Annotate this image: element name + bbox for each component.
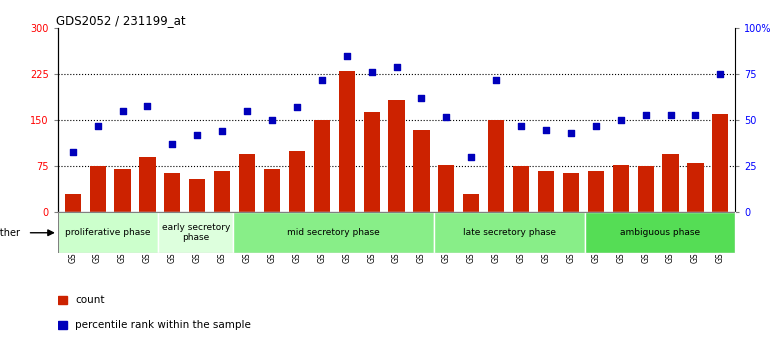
- Bar: [464, 194, 480, 212]
- Point: [66, 149, 79, 154]
- Bar: [688, 163, 704, 212]
- Text: count: count: [75, 295, 105, 305]
- Bar: [289, 151, 305, 212]
- Bar: [584, 212, 735, 253]
- Text: proliferative phase: proliferative phase: [65, 228, 151, 237]
- Point: [141, 103, 153, 108]
- Point: [291, 105, 303, 110]
- Text: early secretory
phase: early secretory phase: [162, 223, 230, 242]
- Bar: [58, 321, 68, 329]
- Point: [340, 53, 353, 59]
- Point: [515, 123, 527, 129]
- Point: [665, 112, 677, 118]
- Point: [266, 118, 278, 123]
- Bar: [434, 212, 584, 253]
- Point: [216, 129, 229, 134]
- Bar: [563, 172, 579, 212]
- Text: late secretory phase: late secretory phase: [463, 228, 556, 237]
- Point: [166, 142, 179, 147]
- Point: [191, 132, 203, 138]
- Point: [366, 70, 378, 75]
- Bar: [239, 154, 255, 212]
- Text: GDS2052 / 231199_at: GDS2052 / 231199_at: [56, 14, 186, 27]
- Point: [490, 77, 502, 83]
- Point: [440, 114, 453, 120]
- Bar: [513, 166, 529, 212]
- Point: [92, 123, 104, 129]
- Bar: [58, 296, 68, 304]
- Bar: [638, 166, 654, 212]
- Bar: [613, 165, 629, 212]
- Point: [715, 72, 727, 77]
- Point: [316, 77, 328, 83]
- Bar: [65, 194, 81, 212]
- Bar: [89, 166, 105, 212]
- Point: [415, 96, 427, 101]
- Bar: [264, 170, 280, 212]
- Bar: [313, 120, 330, 212]
- Bar: [662, 154, 678, 212]
- Point: [614, 118, 627, 123]
- Text: percentile rank within the sample: percentile rank within the sample: [75, 320, 251, 330]
- Bar: [214, 171, 230, 212]
- Bar: [388, 100, 405, 212]
- Point: [540, 127, 552, 132]
- Bar: [164, 172, 180, 212]
- Bar: [158, 212, 233, 253]
- Text: ambiguous phase: ambiguous phase: [620, 228, 700, 237]
- Bar: [115, 170, 131, 212]
- Bar: [339, 71, 355, 212]
- Bar: [363, 112, 380, 212]
- Point: [390, 64, 403, 70]
- Point: [241, 108, 253, 114]
- Bar: [438, 165, 454, 212]
- Point: [564, 130, 577, 136]
- Text: other: other: [0, 228, 20, 238]
- Bar: [488, 120, 504, 212]
- Bar: [139, 157, 156, 212]
- Point: [465, 154, 477, 160]
- Text: mid secretory phase: mid secretory phase: [287, 228, 380, 237]
- Bar: [588, 171, 604, 212]
- Point: [640, 112, 652, 118]
- Bar: [538, 171, 554, 212]
- Point: [689, 112, 701, 118]
- Bar: [58, 212, 158, 253]
- Bar: [189, 179, 206, 212]
- Bar: [413, 130, 430, 212]
- Bar: [233, 212, 434, 253]
- Point: [116, 108, 129, 114]
- Bar: [712, 114, 728, 212]
- Point: [590, 123, 602, 129]
